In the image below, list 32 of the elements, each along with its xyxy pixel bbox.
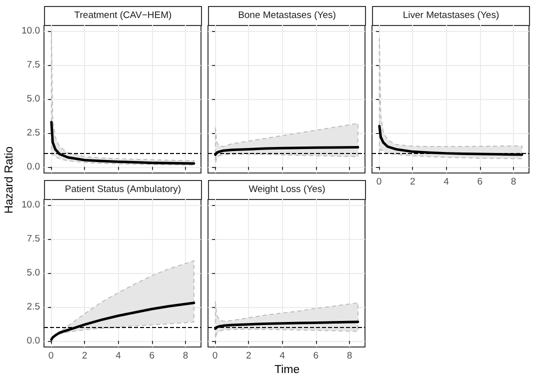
x-tick-label: 8 bbox=[346, 350, 352, 362]
chart-title: Liver Metastases (Yes) bbox=[372, 6, 530, 26]
y-tick-label: 5.0 bbox=[26, 94, 40, 104]
y-tick-label: 0.0 bbox=[26, 335, 40, 346]
x-tick-label: 0 bbox=[376, 176, 382, 188]
chart-title: Treatment (CAV−HEM) bbox=[44, 6, 202, 26]
y-tick-label: 2.5 bbox=[26, 127, 40, 138]
x-tick-label: 2 bbox=[246, 350, 252, 362]
x-tick-label: 4 bbox=[280, 350, 285, 362]
x-tick-label: 6 bbox=[313, 350, 319, 362]
x-tick-label: 2 bbox=[410, 176, 416, 188]
x-tick-label: 4 bbox=[116, 350, 121, 362]
y-axis-title: Hazard Ratio bbox=[3, 146, 16, 214]
x-tick-label: 6 bbox=[477, 176, 483, 188]
x-tick-label: 8 bbox=[182, 350, 188, 362]
y-tick-label: 10.0 bbox=[22, 26, 40, 37]
x-tick-label: 8 bbox=[510, 176, 516, 188]
chart-title: Weight Loss (Yes) bbox=[208, 180, 366, 200]
x-tick-label: 0 bbox=[212, 350, 218, 362]
x-axis-title: Time bbox=[274, 364, 300, 376]
x-tick-label: 4 bbox=[444, 176, 449, 188]
y-tick-label: 7.5 bbox=[26, 60, 40, 71]
chart-title: Patient Status (Ambulatory) bbox=[44, 180, 202, 200]
y-tick-label: 10.0 bbox=[22, 200, 40, 211]
x-tick-label: 0 bbox=[48, 350, 54, 362]
y-tick-label: 7.5 bbox=[26, 234, 40, 245]
x-tick-label: 6 bbox=[149, 350, 155, 362]
y-tick-label: 2.5 bbox=[26, 301, 40, 312]
chart-title: Bone Metastases (Yes) bbox=[208, 6, 366, 26]
y-tick-label: 5.0 bbox=[26, 268, 40, 278]
x-tick-label: 2 bbox=[82, 350, 88, 362]
y-tick-label: 0.0 bbox=[26, 161, 40, 172]
